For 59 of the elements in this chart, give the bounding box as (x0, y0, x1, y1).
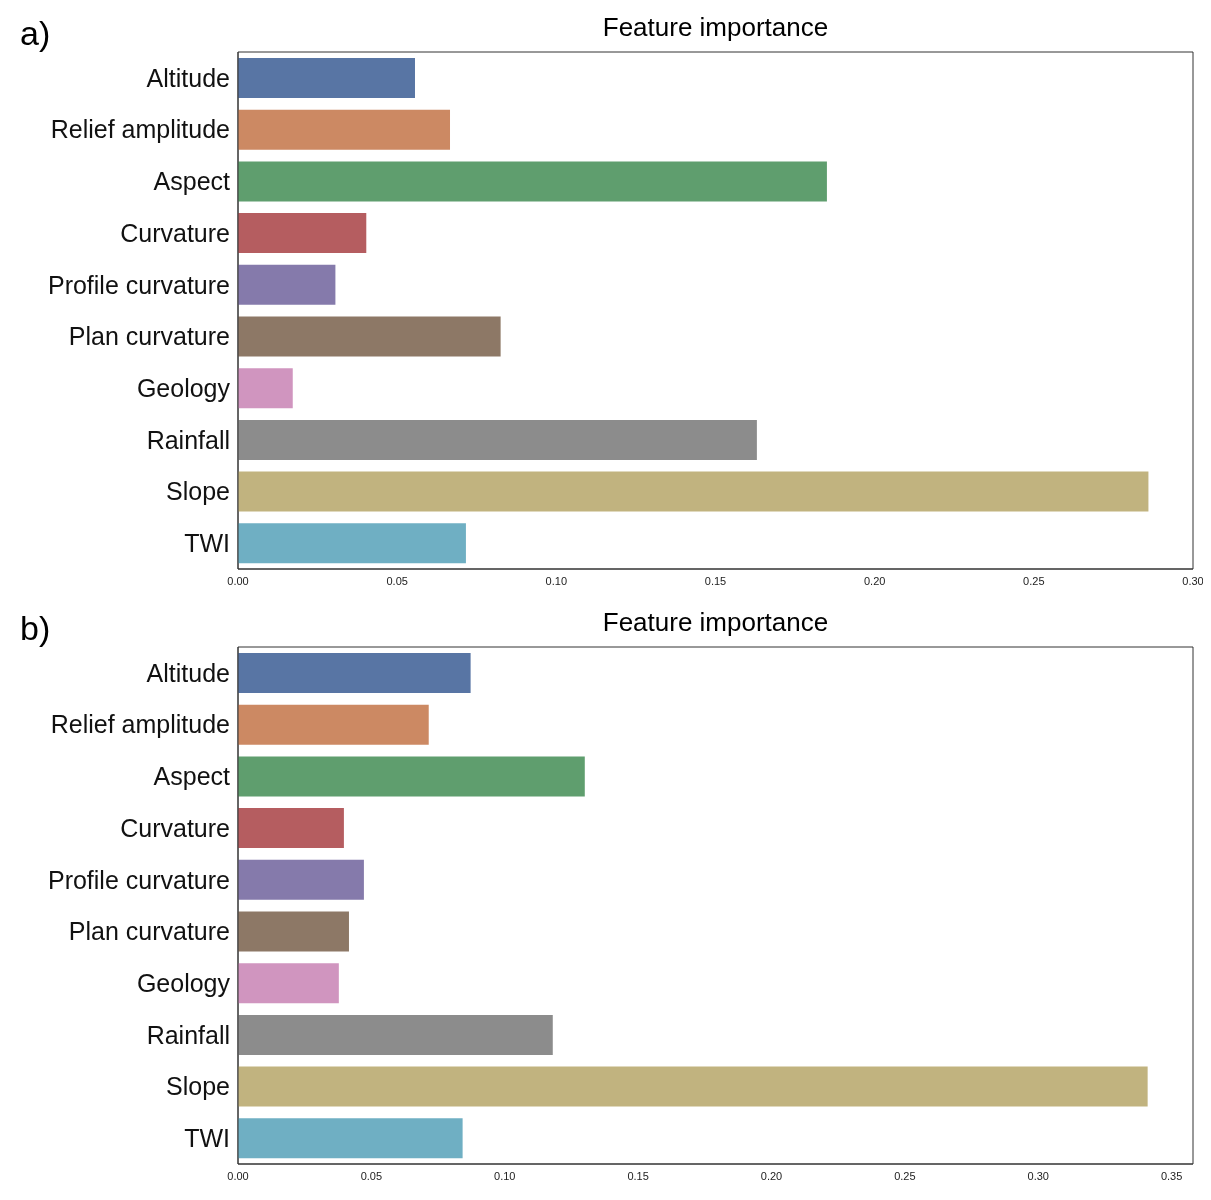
y-tick-label: Geology (136, 373, 231, 402)
bar (238, 523, 466, 564)
bar (238, 161, 827, 202)
y-tick-label: Rainfall (146, 1020, 230, 1049)
bar (238, 316, 501, 357)
y-tick-label: Aspect (153, 762, 231, 791)
bar (238, 58, 415, 98)
bar (238, 419, 757, 460)
bar (238, 653, 471, 693)
x-tick-label: 0.05 (386, 574, 408, 587)
y-tick-label: Curvature (120, 813, 230, 842)
bar (238, 471, 1149, 512)
bar (238, 109, 451, 150)
bar (238, 264, 336, 305)
y-tick-label: Geology (136, 968, 231, 997)
bar (238, 808, 344, 849)
text: b) (20, 609, 51, 648)
y-tick-label: Plan curvature (68, 322, 230, 351)
x-tick-label: 0.00 (227, 1169, 249, 1182)
y-tick-label: Relief amplitude (50, 115, 230, 144)
y-tick-label: Slope (166, 1072, 230, 1101)
y-tick-label: Plan curvature (68, 917, 230, 946)
text: a) (20, 14, 51, 53)
x-tick-label: 0.20 (760, 1169, 783, 1182)
y-tick-label: Altitude (146, 658, 230, 687)
bar (238, 1014, 553, 1055)
y-tick-label: TWI (184, 529, 230, 558)
y-tick-label: Rainfall (146, 425, 230, 454)
chart-title: Feature importance (601, 607, 830, 638)
y-tick-label: Profile curvature (47, 865, 230, 894)
x-tick-label: 0.35 (1160, 1169, 1183, 1182)
x-tick-label: 0.15 (704, 574, 727, 587)
x-tick-label: 0.25 (1023, 574, 1045, 587)
x-tick-label: 0.00 (227, 574, 249, 587)
y-tick-label: Altitude (146, 63, 230, 92)
bar (238, 704, 429, 745)
y-tick-label: Curvature (120, 218, 230, 247)
x-tick-label: 0.05 (360, 1169, 383, 1182)
x-tick-label: 0.20 (863, 574, 886, 587)
bar (238, 756, 585, 797)
x-tick-label: 0.15 (627, 1169, 649, 1182)
bar (238, 1066, 1148, 1107)
x-tick-label: 0.30 (1027, 1169, 1049, 1182)
x-tick-label: 0.10 (494, 1169, 516, 1182)
bar (238, 911, 349, 952)
bar (238, 213, 367, 254)
bar (238, 859, 364, 900)
y-tick-label: TWI (184, 1124, 230, 1153)
y-tick-label: Profile curvature (47, 270, 230, 299)
bar (238, 1118, 463, 1159)
bar (238, 963, 339, 1004)
chart-title: Feature importance (601, 12, 830, 43)
y-tick-label: Aspect (153, 167, 231, 196)
y-tick-label: Slope (166, 477, 230, 506)
bar (238, 368, 293, 409)
x-tick-label: 0.10 (545, 574, 568, 587)
x-tick-label: 0.30 (1182, 574, 1204, 587)
x-tick-label: 0.25 (894, 1169, 916, 1182)
y-tick-label: Relief amplitude (50, 710, 230, 739)
